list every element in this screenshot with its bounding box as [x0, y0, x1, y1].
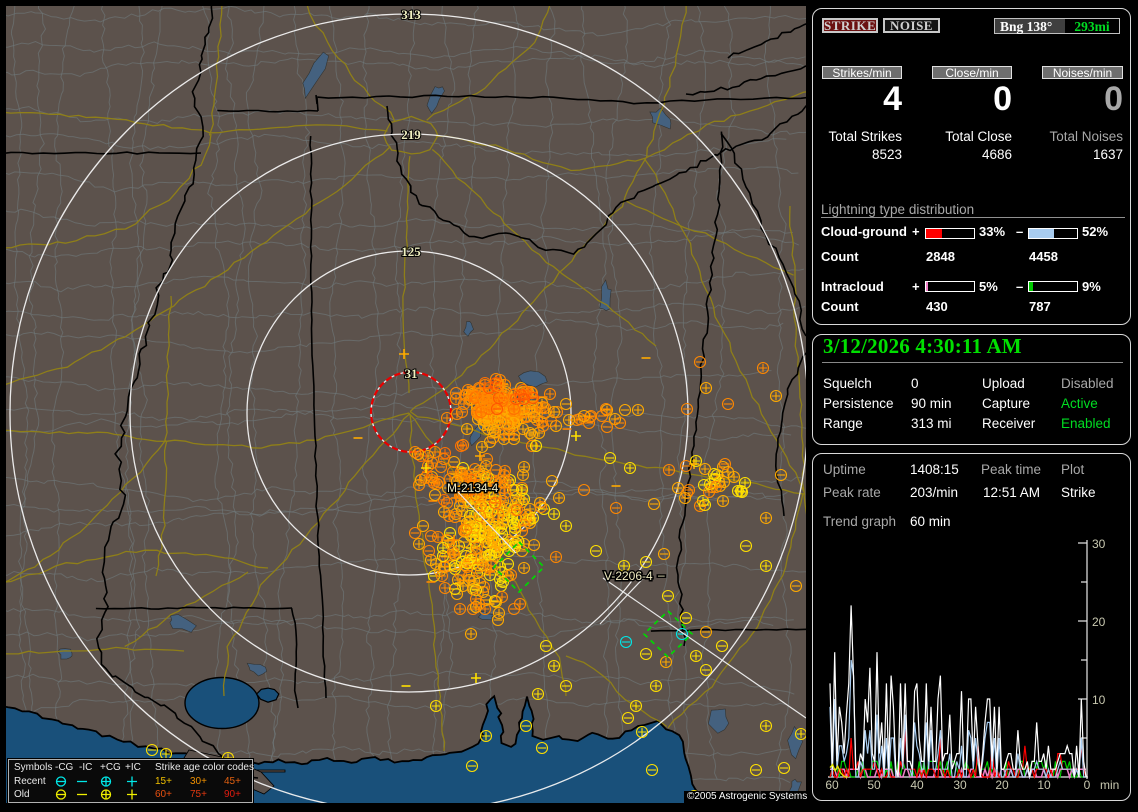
svg-text:60: 60	[825, 778, 839, 792]
svg-text:40: 40	[910, 778, 924, 792]
svg-text:V-2206-4: V-2206-4	[604, 569, 653, 583]
svg-text:219: 219	[401, 127, 421, 142]
svg-text:313: 313	[401, 7, 421, 22]
svg-text:10: 10	[1092, 693, 1106, 707]
svg-text:30: 30	[953, 778, 967, 792]
svg-text:20: 20	[995, 778, 1009, 792]
svg-text:10: 10	[1037, 778, 1051, 792]
svg-text:125: 125	[401, 244, 421, 259]
svg-text:–: –	[658, 568, 665, 582]
svg-text:min: min	[1100, 778, 1119, 792]
svg-text:20: 20	[1092, 615, 1106, 629]
svg-text:31: 31	[405, 366, 418, 381]
svg-text:50: 50	[867, 778, 881, 792]
svg-text:30: 30	[1092, 537, 1106, 551]
svg-text:0: 0	[1084, 778, 1091, 792]
svg-text:M-2134-4: M-2134-4	[447, 481, 499, 495]
